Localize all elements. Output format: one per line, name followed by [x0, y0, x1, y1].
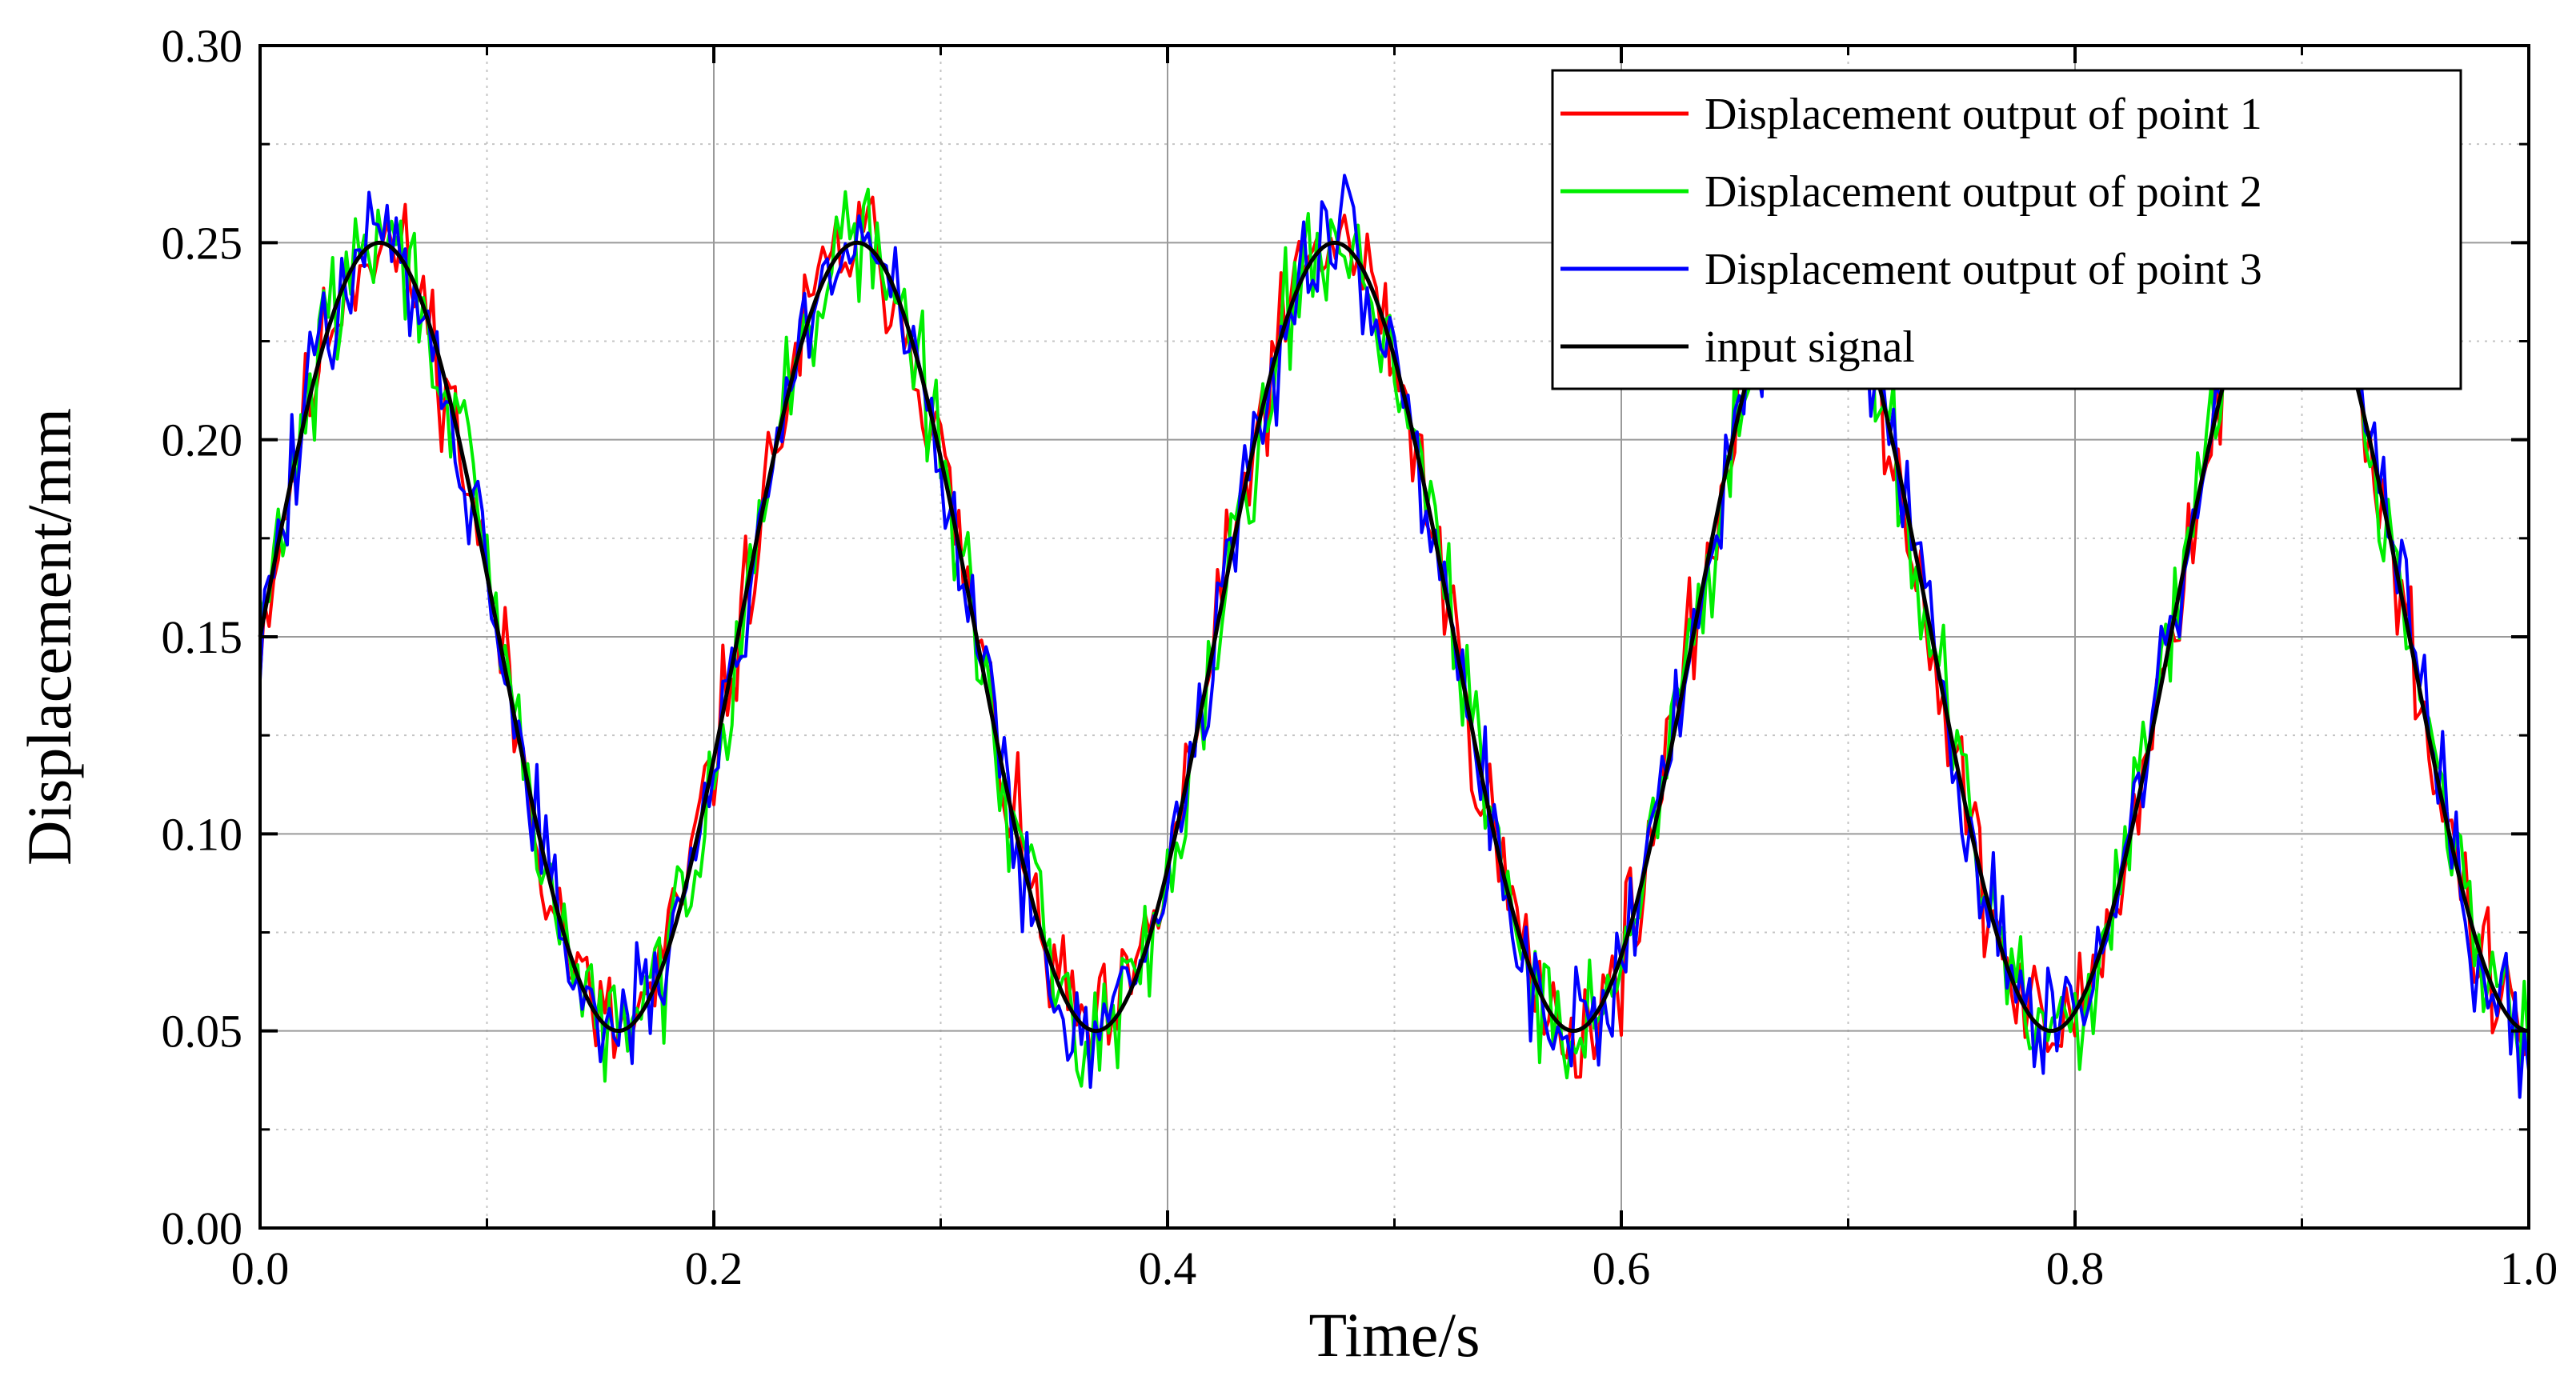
legend-label: Displacement output of point 3 — [1705, 245, 2262, 294]
legend-label: Displacement output of point 2 — [1705, 167, 2262, 217]
legend-label: Displacement output of point 1 — [1705, 90, 2262, 139]
x-axis-title: Time/s — [1309, 1300, 1480, 1370]
x-tick-label: 0.6 — [1592, 1242, 1651, 1294]
legend: Displacement output of point 1 Displaceme… — [1551, 69, 2462, 390]
x-tick-label: 0.8 — [2046, 1242, 2105, 1294]
x-tick-label: 0.2 — [685, 1242, 743, 1294]
y-tick-label: 0.25 — [162, 217, 243, 269]
y-tick-label: 0.20 — [162, 414, 243, 466]
y-tick-label: 0.15 — [162, 611, 243, 663]
x-tick-label: 1.0 — [2500, 1242, 2558, 1294]
y-tick-label: 0.30 — [162, 20, 243, 72]
y-tick-label: 0.00 — [162, 1202, 243, 1254]
axis-ticks: 0.0 0.2 0.4 0.6 0.8 1.0 0.00 0.05 0.10 0.15 0.20 0.… — [162, 20, 2558, 1294]
legend-box — [1551, 69, 2462, 390]
y-tick-label: 0.10 — [162, 808, 243, 860]
legend-label: input signal — [1705, 322, 1915, 372]
x-tick-label: 0.0 — [231, 1242, 290, 1294]
x-tick-label: 0.4 — [1139, 1242, 1197, 1294]
y-tick-label: 0.05 — [162, 1006, 243, 1058]
series-line-input-signal — [258, 240, 2530, 1034]
y-axis-title: Displacement/mm — [14, 408, 84, 866]
series-lines — [258, 174, 2530, 1099]
